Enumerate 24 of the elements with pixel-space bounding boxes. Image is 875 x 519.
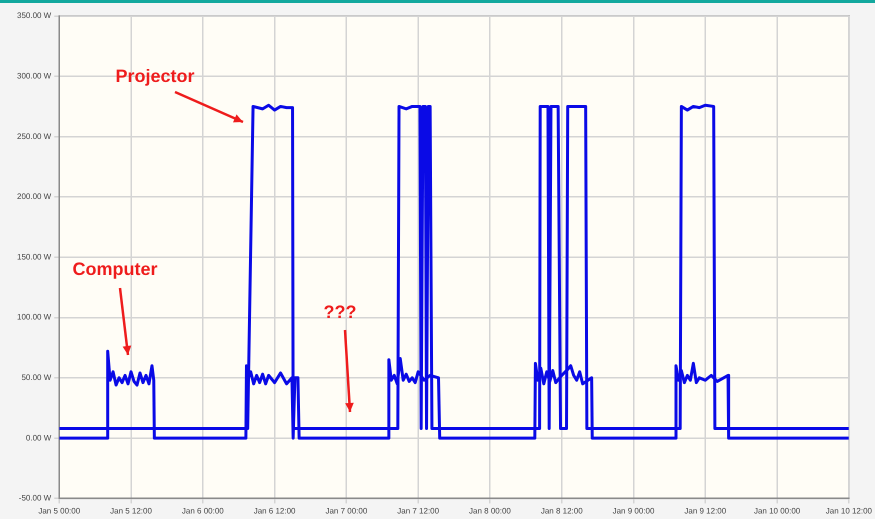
y-tick-label: 0.00 W	[26, 433, 52, 442]
y-tick-label: -50.00 W	[18, 494, 52, 503]
x-tick-label: Jan 10 12:00	[826, 506, 873, 516]
x-tick-label: Jan 6 00:00	[182, 506, 224, 516]
y-tick-label: 350.00 W	[16, 11, 52, 20]
x-tick-label: Jan 8 12:00	[540, 506, 584, 516]
y-tick-label: 50.00 W	[21, 373, 52, 382]
x-tick-label: Jan 7 00:00	[325, 506, 368, 516]
x-tick-label: Jan 7 12:00	[397, 506, 440, 516]
y-tick-label: 150.00 W	[16, 252, 52, 262]
y-tick-label: 200.00 W	[16, 192, 52, 202]
x-tick-label: Jan 10 00:00	[754, 506, 801, 516]
y-tick-label: 250.00 W	[16, 132, 52, 141]
annotation: ???	[324, 302, 356, 322]
x-tick-label: Jan 5 00:00	[38, 506, 81, 516]
annotation: Computer	[72, 258, 158, 279]
annotation: Projector	[115, 66, 195, 86]
y-tick-label: 300.00 W	[16, 72, 52, 81]
x-tick-label: Jan 9 00:00	[612, 506, 655, 516]
x-tick-label: Jan 6 12:00	[254, 506, 296, 516]
x-tick-label: Jan 9 12:00	[684, 506, 727, 516]
y-tick-label: 100.00 W	[16, 312, 52, 322]
x-tick-label: Jan 5 12:00	[110, 506, 152, 516]
x-tick-label: Jan 8 00:00	[469, 506, 512, 516]
